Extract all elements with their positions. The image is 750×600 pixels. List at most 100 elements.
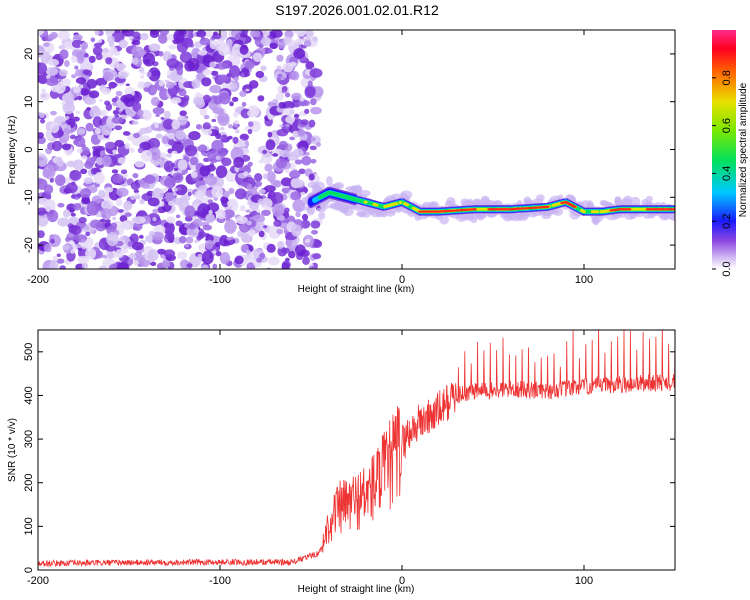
noise-blob <box>173 167 179 172</box>
noise-blob <box>80 88 90 96</box>
colorbar-tick-label: 0.4 <box>721 166 733 181</box>
noise-blob <box>202 224 213 231</box>
noise-blob <box>215 155 221 161</box>
noise-blob <box>123 200 133 211</box>
noise-blob <box>76 55 85 64</box>
noise-blob <box>101 207 112 221</box>
noise-blob <box>222 190 230 198</box>
noise-blob <box>229 101 234 107</box>
noise-blob <box>228 187 235 195</box>
noise-blob <box>197 253 203 259</box>
noise-blob <box>289 136 296 141</box>
noise-blob <box>195 124 202 130</box>
snr-y-tick-label: 500 <box>23 343 35 361</box>
noise-blob <box>121 30 128 34</box>
ridge-mark <box>405 203 410 207</box>
noise-blob <box>160 116 165 120</box>
noise-blob <box>184 205 196 219</box>
noise-blob <box>278 41 286 50</box>
colorbar-tick-label: 0.6 <box>721 118 733 133</box>
noise-blob <box>171 150 178 155</box>
noise-blob <box>44 243 52 253</box>
noise-blob <box>288 170 301 179</box>
noise-blob <box>226 200 236 207</box>
noise-blob <box>186 263 193 269</box>
noise-blob <box>166 216 176 224</box>
noise-blob <box>271 191 284 205</box>
noise-blob <box>290 70 300 81</box>
noise-blob <box>183 94 190 102</box>
snr-frame <box>37 329 676 571</box>
noise-blob <box>79 146 90 156</box>
noise-blob <box>203 114 210 120</box>
noise-blob <box>116 187 129 197</box>
noise-blob <box>266 243 276 253</box>
noise-blob <box>163 110 171 119</box>
noise-blob <box>132 172 139 179</box>
noise-blob <box>276 54 284 62</box>
noise-blob <box>139 127 149 135</box>
noise-blob <box>80 188 92 198</box>
noise-blob <box>212 263 218 269</box>
noise-blob <box>69 169 82 181</box>
noise-blob <box>67 233 74 238</box>
noise-blob <box>309 145 317 151</box>
noise-blob <box>92 116 103 128</box>
noise-blob <box>38 30 43 36</box>
noise-blob <box>136 36 141 40</box>
noise-blob <box>180 37 194 48</box>
noise-blob <box>38 207 47 216</box>
noise-blob <box>43 164 56 180</box>
noise-blob <box>82 69 90 75</box>
noise-blob <box>38 198 50 206</box>
noise-blob <box>188 130 201 141</box>
noise-blob <box>276 128 289 137</box>
noise-blob <box>219 251 231 265</box>
noise-blob <box>185 236 194 244</box>
noise-blob <box>234 188 247 200</box>
noise-blob <box>280 247 290 254</box>
noise-blob <box>173 187 178 192</box>
noise-blob <box>114 125 123 131</box>
snr-background <box>38 330 675 570</box>
snr-y-tick-label: 0 <box>23 567 35 573</box>
noise-blob <box>85 231 91 237</box>
noise-blob <box>122 131 131 136</box>
noise-blob <box>115 249 125 259</box>
noise-blob <box>230 82 238 91</box>
noise-blob <box>278 101 286 109</box>
noise-blob <box>226 72 232 77</box>
noise-blob <box>94 30 100 36</box>
noise-blob <box>221 152 227 157</box>
noise-blob <box>207 199 214 204</box>
noise-blob <box>38 132 44 139</box>
noise-blob <box>127 241 133 247</box>
noise-blob <box>38 45 45 58</box>
noise-blob <box>310 106 322 115</box>
noise-blob <box>261 152 273 165</box>
noise-blob <box>70 194 76 199</box>
noise-blob <box>267 48 273 54</box>
noise-blob <box>120 169 128 175</box>
noise-blob <box>293 113 300 119</box>
noise-blob <box>64 60 70 67</box>
noise-blob <box>269 42 278 50</box>
noise-blob <box>274 37 280 41</box>
noise-blob <box>304 108 310 114</box>
noise-blob <box>178 236 187 244</box>
noise-blob <box>295 244 306 257</box>
noise-blob <box>258 230 265 238</box>
noise-blob <box>310 98 317 106</box>
noise-blob <box>93 171 105 185</box>
noise-blob <box>81 262 89 269</box>
noise-blob <box>291 92 302 101</box>
noise-blob <box>74 136 86 148</box>
noise-blob <box>235 215 248 225</box>
spectrogram-x-tick-label: 0 <box>399 274 405 286</box>
noise-blob <box>47 209 59 223</box>
noise-blob <box>284 30 294 39</box>
noise-blob <box>154 122 159 129</box>
noise-blob <box>239 90 247 97</box>
noise-blob <box>211 139 224 152</box>
